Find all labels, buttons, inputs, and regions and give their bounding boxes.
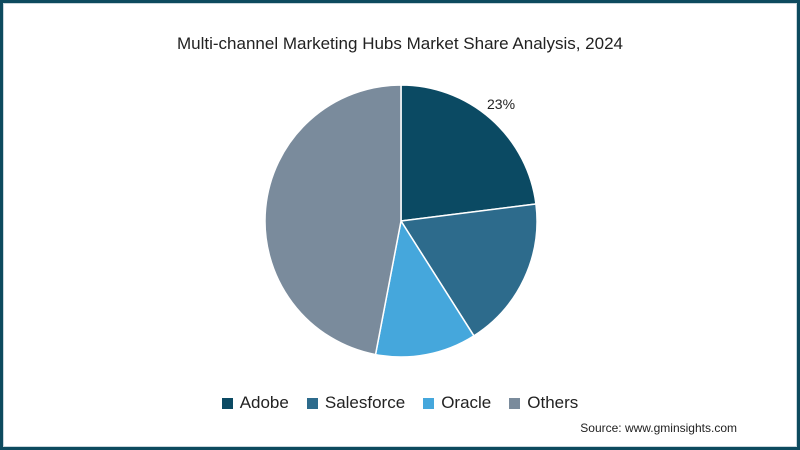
- legend-label: Adobe: [239, 393, 289, 412]
- data-label-adobe: 23%: [487, 96, 516, 112]
- legend-label: Salesforce: [324, 393, 406, 412]
- legend-swatch-icon: [509, 397, 521, 409]
- pie-slice-others: [264, 84, 402, 356]
- legend-swatch-icon: [423, 397, 435, 409]
- pie-slice-oracle: [374, 218, 475, 358]
- legend-item-salesforce: Salesforce: [306, 393, 406, 413]
- pie-slice-salesforce: [399, 203, 538, 337]
- legend-item-adobe: Adobe: [221, 393, 289, 413]
- legend-swatch-icon: [221, 397, 233, 409]
- source-note: Source: www.gminsights.com: [580, 421, 737, 435]
- legend-label: Others: [527, 393, 579, 412]
- legend-item-oracle: Oracle: [423, 393, 491, 413]
- pie-slice-adobe: [400, 84, 537, 222]
- chart-title: Multi-channel Marketing Hubs Market Shar…: [177, 34, 623, 53]
- legend-label: Oracle: [441, 393, 492, 412]
- legend-item-others: Others: [509, 393, 578, 413]
- legend: Adobe Salesforce Oracle Others: [0, 393, 800, 413]
- legend-swatch-icon: [306, 397, 318, 409]
